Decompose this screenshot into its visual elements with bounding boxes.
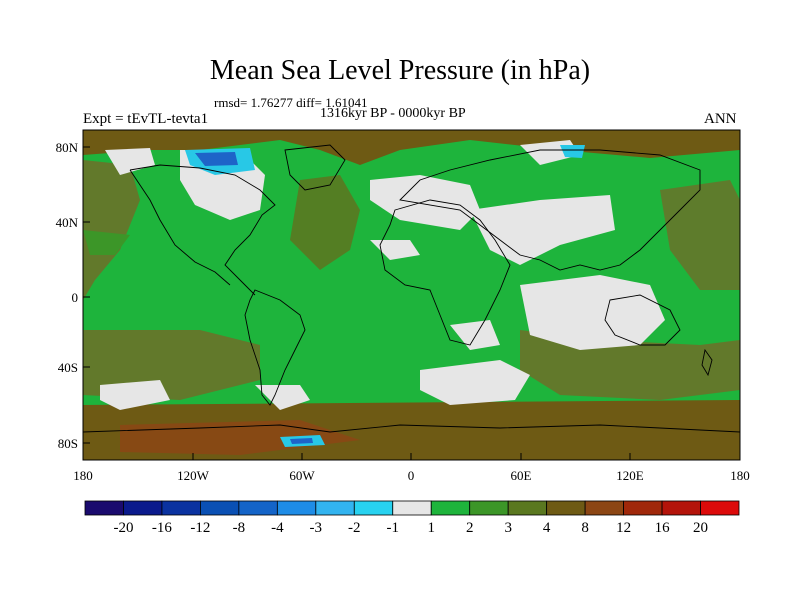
season-label: ANN [704,111,737,127]
coast-north-america-west [129,169,231,286]
colorbar-label: -2 [348,520,361,536]
colorbar-box-6 [315,500,355,516]
lon-label-120w: 120W [177,468,209,483]
blue-antarctica [290,438,313,444]
colorbar-label: -8 [232,520,246,536]
white-sahara [370,240,420,260]
colorbar-label: -1 [386,520,400,536]
coast-north-america [129,164,276,296]
white-south-atlantic [420,360,530,405]
colorbar-label: -12 [190,520,211,536]
lon-label-120e: 120E [616,468,644,483]
colorbar-box-8 [392,500,432,516]
coast-greenland [284,144,346,191]
colorbar-box-4 [238,500,278,516]
coastlines [83,144,740,433]
atlantic-olive [290,175,360,270]
arctic-brown-band [83,130,740,165]
lon-label-0: 0 [407,468,415,483]
colorbar-box-13 [584,500,624,516]
south-pacific-olive [83,330,260,400]
colorbar-box-14 [623,500,663,516]
lon-label-60e: 60E [510,468,532,483]
colorbar-box-5 [276,500,317,516]
colorbar-box-7 [353,500,394,516]
lon-label-60w: 60W [289,468,315,483]
axis-ticks [82,146,741,460]
lat-label-40s: 40S [57,360,78,375]
colorbar-box-16 [700,500,740,516]
colorbar-label: -20 [113,520,134,536]
dark-green-patch [83,230,130,255]
colorbar-label: 3 [504,520,512,536]
colorbar-box-1 [123,500,163,516]
white-south-africa [450,320,500,350]
colorbar-label: 1 [427,520,435,536]
colorbar-box-0 [84,500,124,516]
lon-label-180e: 180 [730,468,750,483]
blue-canadian-arctic [195,152,238,166]
white-south-pacific [100,380,170,410]
coast-australia [604,294,681,346]
colorbar-box-11 [507,500,548,516]
colorbar-box-9 [430,500,471,516]
lat-label-80n: 80N [55,140,78,155]
north-pacific-olive [83,160,140,300]
colorbar-label: 20 [693,520,708,536]
white-europe [370,175,480,230]
colorbar-box-15 [661,500,701,516]
colorbar-box-3 [200,500,240,516]
lat-label-0: 0 [71,290,79,305]
west-pacific-olive [660,180,740,290]
colorbar-label: 16 [654,520,670,536]
colorbar-boxes [84,500,740,516]
colorbar-box-2 [161,500,201,516]
coast-africa [379,199,511,346]
coast-new-zealand [701,348,713,377]
colorbar-label: 8 [581,520,589,536]
colorbar-label: 2 [465,520,474,536]
colorbar-label: 4 [542,520,551,536]
experiment-label: Expt = tEvTL-tevta1 [83,111,209,127]
map-title: Mean Sea Level Pressure (in hPa) [209,55,591,86]
lon-label-180w: 180 [73,468,93,483]
coast-antarctica [83,424,740,433]
pressure-field [83,130,740,460]
period-text: 1316kyr BP - 0000kyr BP [320,106,466,121]
lat-label-40n: 40N [55,215,78,230]
colorbar-box-12 [546,500,586,516]
colorbar-label: 12 [616,520,632,536]
stats-text: rmsd= 1.76277 diff= 1.61041 [214,95,368,110]
white-drake [255,385,310,410]
colorbar-label: -3 [309,520,323,536]
white-asia [470,195,615,265]
coast-eurasia [399,149,701,271]
cyan-kara-sea [560,145,585,158]
lat-label-80s: 80S [57,436,78,451]
colorbar-box-10 [469,500,509,516]
white-indian-ocean [520,275,665,350]
colorbar-label: -16 [151,520,172,536]
coast-south-america [244,289,306,406]
colorbar-label: -4 [271,520,284,536]
